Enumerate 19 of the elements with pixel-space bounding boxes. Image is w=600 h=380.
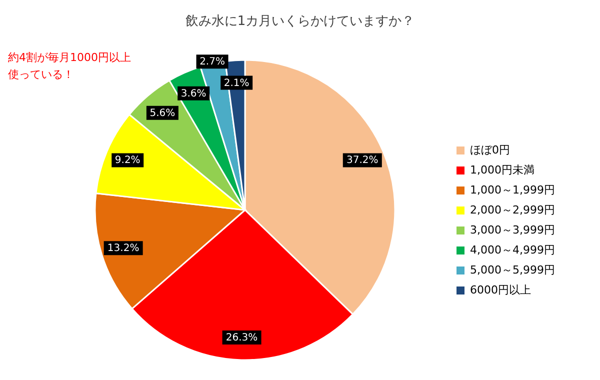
data-label: 5.6% <box>150 108 176 119</box>
data-label: 2.1% <box>224 78 250 89</box>
text: 約4割が毎月1000円以上 <box>8 51 131 64</box>
chart-title: 飲み水に1カ月いくらかけていますか？ <box>185 14 415 29</box>
legend-label: ほぼ0円 <box>470 144 510 156</box>
data-label: 3.6% <box>180 88 206 100</box>
data-label: 26.3% <box>226 332 258 344</box>
text: 使っている！ <box>8 68 74 81</box>
legend-label: 1,000円未満 <box>470 164 534 176</box>
legend-label: 3,000～3,999円 <box>470 224 555 236</box>
legend-label: 6000円以上 <box>470 284 531 296</box>
legend-label: 4,000～4,999円 <box>470 244 555 256</box>
data-label: 9.2% <box>114 155 140 166</box>
legend-label: 5,000～5,999円 <box>470 264 555 276</box>
data-label: 2.7% <box>200 56 225 68</box>
data-label: 37.2% <box>346 155 378 166</box>
legend-label: 2,000～2,999円 <box>470 204 555 216</box>
legend-label: 1,000～1,999円 <box>470 184 555 196</box>
data-label: 13.2% <box>107 243 140 254</box>
